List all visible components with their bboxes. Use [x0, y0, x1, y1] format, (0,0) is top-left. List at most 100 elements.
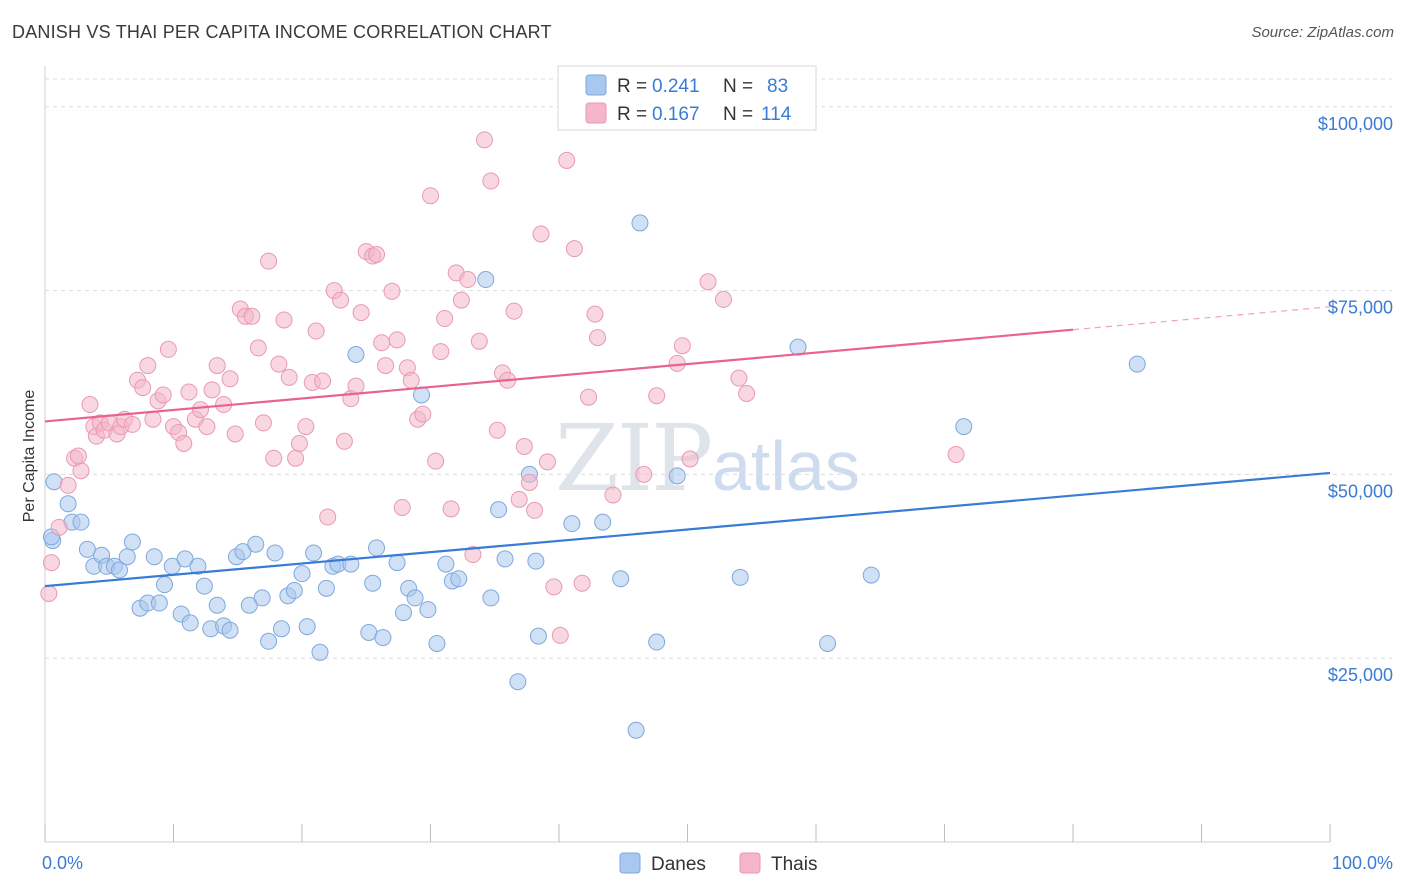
data-point	[144, 410, 162, 428]
data-point	[627, 721, 645, 739]
x-tick-labels: 0.0% 100.0%	[42, 853, 1393, 873]
data-point	[260, 632, 278, 650]
data-point	[335, 432, 353, 450]
data-point	[159, 340, 177, 358]
data-point	[1128, 355, 1146, 373]
data-point	[332, 291, 350, 309]
data-point	[72, 462, 90, 480]
legend-swatch-danes	[585, 74, 607, 96]
legend-n-label: N =	[723, 76, 753, 97]
data-point	[668, 354, 686, 372]
data-point	[428, 634, 446, 652]
data-point	[253, 589, 271, 607]
data-point	[442, 500, 460, 518]
grid-lines	[45, 78, 1392, 659]
data-point	[631, 214, 649, 232]
bottom-legend-swatch-thais	[739, 852, 761, 874]
legend-swatch-thais	[585, 102, 607, 124]
data-point	[368, 539, 386, 557]
data-point	[175, 435, 193, 453]
data-point	[526, 501, 544, 519]
legend-r-value: 0.241	[652, 76, 700, 97]
data-point	[604, 486, 622, 504]
data-point	[360, 623, 378, 641]
source-label: Source: ZipAtlas.com	[1251, 24, 1394, 41]
data-point	[529, 627, 547, 645]
legend-n-value: 114	[761, 104, 792, 125]
data-point	[364, 574, 382, 592]
data-point	[470, 332, 488, 350]
data-point	[699, 273, 717, 291]
watermark: ZIP atlas	[555, 405, 860, 512]
data-point	[475, 131, 493, 149]
data-point	[505, 302, 523, 320]
data-point	[317, 579, 335, 597]
data-point	[565, 240, 583, 258]
y-tick-label: $75,000	[1328, 298, 1393, 318]
data-point	[532, 225, 550, 243]
data-point	[247, 535, 265, 553]
data-point	[414, 405, 432, 423]
data-point	[176, 550, 194, 568]
data-point	[208, 357, 226, 375]
data-point	[307, 322, 325, 340]
data-point	[862, 566, 880, 584]
data-point	[305, 544, 323, 562]
data-point	[373, 334, 391, 352]
data-point	[189, 557, 207, 575]
data-point	[249, 339, 267, 357]
data-point	[285, 582, 303, 600]
data-point	[265, 449, 283, 467]
data-point	[50, 518, 68, 536]
watermark-atlas: atlas	[712, 427, 860, 505]
data-point	[450, 570, 468, 588]
data-point	[72, 513, 90, 531]
y-tick-label: $100,000	[1318, 114, 1393, 134]
data-point	[347, 346, 365, 364]
data-point	[459, 271, 477, 289]
data-point	[395, 604, 413, 622]
data-point	[648, 387, 666, 405]
data-point	[427, 452, 445, 470]
x-tick-label-end: 100.0%	[1332, 853, 1393, 873]
data-point	[515, 437, 533, 455]
data-point	[297, 418, 315, 436]
data-point	[270, 355, 288, 373]
data-point	[402, 371, 420, 389]
data-point	[123, 415, 141, 433]
data-point	[573, 574, 591, 592]
data-point	[594, 513, 612, 531]
data-point	[150, 594, 168, 612]
data-point	[490, 501, 508, 519]
data-point	[266, 544, 284, 562]
data-point	[69, 447, 87, 465]
data-point	[419, 601, 437, 619]
trend-lines	[44, 306, 1331, 588]
y-axis-title: Per Capita Income	[21, 390, 38, 523]
data-point	[59, 495, 77, 513]
data-point	[254, 414, 272, 432]
data-point	[955, 418, 973, 436]
data-point	[509, 673, 527, 691]
data-point	[488, 421, 506, 439]
data-point	[368, 246, 386, 264]
data-point	[287, 449, 305, 467]
y-tick-label: $25,000	[1328, 665, 1393, 685]
data-point	[260, 252, 278, 270]
data-points	[40, 131, 1146, 739]
data-point	[731, 568, 749, 586]
trend-line-thais	[44, 328, 1074, 423]
data-point	[589, 329, 607, 347]
data-point	[563, 515, 581, 533]
y-tick-label: $50,000	[1328, 481, 1393, 501]
axes	[44, 66, 1331, 843]
series-thais	[40, 131, 965, 644]
data-point	[145, 548, 163, 566]
data-point	[452, 291, 470, 309]
data-point	[406, 589, 424, 607]
bottom-legend: Danes Thais	[619, 852, 817, 875]
data-point	[111, 561, 129, 579]
data-point	[319, 508, 337, 526]
data-point	[437, 555, 455, 573]
